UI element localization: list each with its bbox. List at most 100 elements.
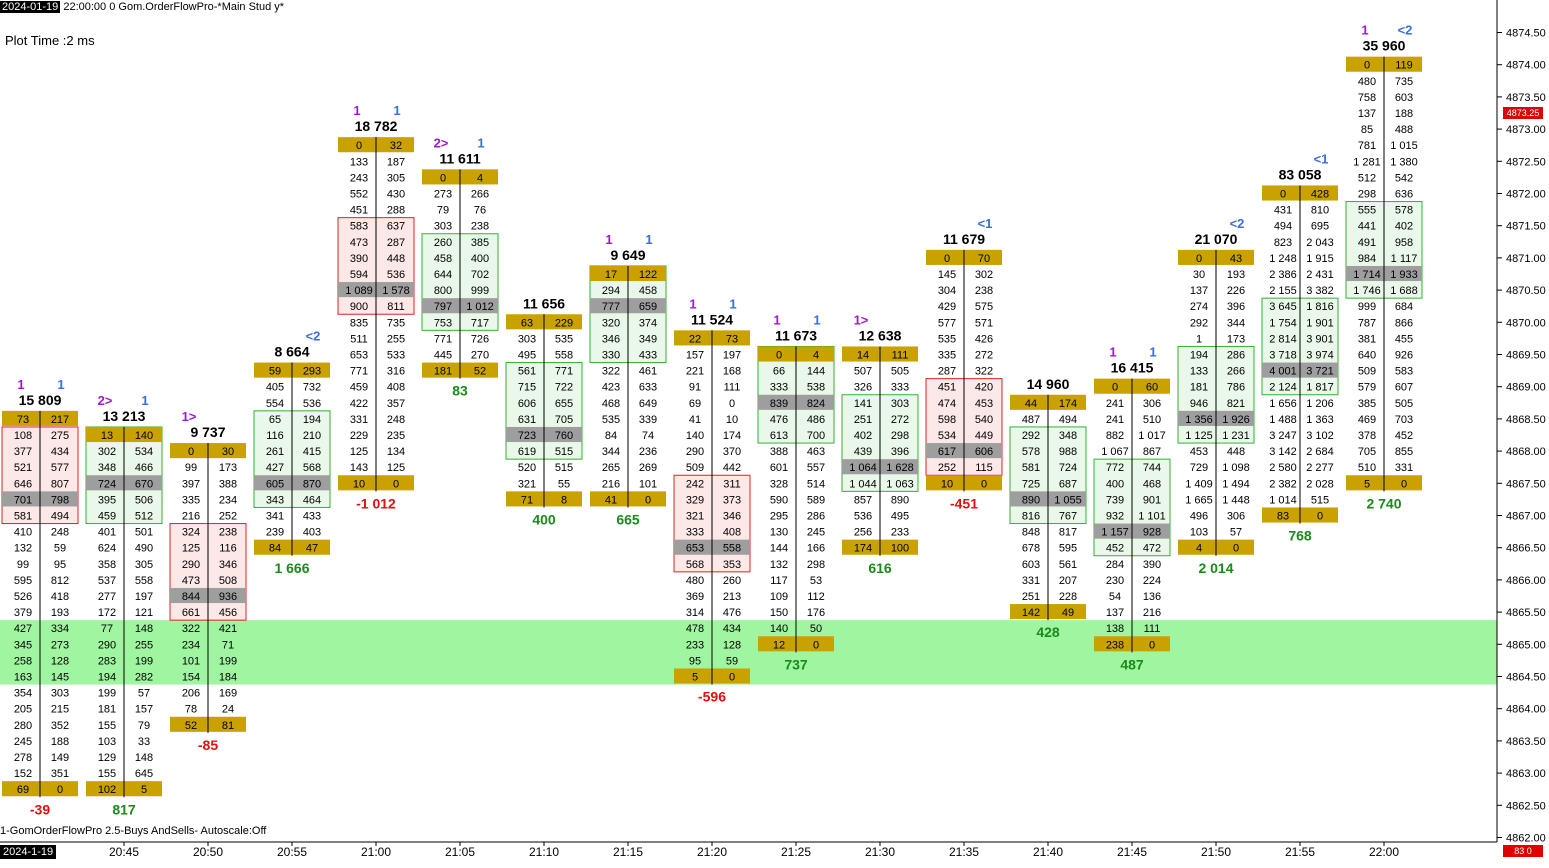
bid-cell: 294: [602, 285, 620, 297]
bid-cell: 555: [1358, 205, 1376, 217]
ask-cell: 1 063: [886, 478, 914, 490]
ask-cell: 2 277: [1306, 462, 1334, 474]
bid-cell: 3 645: [1269, 301, 1297, 313]
ask-cell: 216: [1143, 607, 1161, 619]
bid-cell: 512: [1358, 172, 1376, 184]
time-axis-label: 21:00: [361, 845, 391, 859]
bid-cell: 12: [773, 639, 785, 651]
ask-cell: 449: [975, 430, 993, 442]
ask-cell: 403: [303, 527, 321, 539]
bid-cell: 495: [518, 350, 536, 362]
price-axis-label: 4869.00: [1506, 382, 1546, 394]
ask-cell: 926: [1395, 350, 1413, 362]
bid-cell: 333: [686, 527, 704, 539]
bar-delta: -451: [950, 495, 978, 511]
bid-cell: 280: [14, 720, 32, 732]
bid-cell: 1 014: [1269, 494, 1297, 506]
bid-cell: 405: [266, 382, 284, 394]
ask-cell: 418: [51, 591, 69, 603]
bid-cell: 346: [602, 333, 620, 345]
bid-cell: 181: [1190, 382, 1208, 394]
ask-cell: 144: [807, 366, 825, 378]
ask-cell: 95: [54, 559, 66, 571]
bar-delta: 400: [532, 511, 556, 527]
bid-cell: 343: [266, 494, 284, 506]
ask-cell: 494: [51, 511, 69, 523]
bid-cell: 326: [854, 382, 872, 394]
ask-cell: 1 055: [1054, 494, 1082, 506]
bid-cell: 431: [1274, 205, 1292, 217]
ask-cell: 571: [975, 317, 993, 329]
price-axis-label: 4869.50: [1506, 350, 1546, 362]
bid-cell: 320: [602, 317, 620, 329]
bid-cell: 10: [941, 478, 953, 490]
ask-cell: 193: [51, 607, 69, 619]
ask-cell: 176: [807, 607, 825, 619]
ask-cell: 0: [1233, 543, 1239, 555]
ask-cell: 215: [51, 704, 69, 716]
bid-cell: 797: [434, 301, 452, 313]
ask-cell: 115: [975, 462, 993, 474]
ask-cell: 703: [1395, 414, 1413, 426]
ask-cell: 1 688: [1390, 285, 1418, 297]
bid-cell: 221: [686, 366, 704, 378]
time-axis-label: 21:45: [1117, 845, 1147, 859]
ask-cell: 228: [1059, 591, 1077, 603]
bid-cell: 239: [266, 527, 284, 539]
bid-cell: 0: [944, 253, 950, 265]
ask-cell: 855: [1395, 446, 1413, 458]
ask-cell: 558: [723, 543, 741, 555]
bar-delta: 487: [1120, 656, 1144, 672]
bid-cell: 507: [854, 366, 872, 378]
bottom-price-badge: 83 0: [1503, 845, 1543, 857]
bid-cell: 0: [1364, 60, 1370, 72]
bid-cell: 290: [182, 559, 200, 571]
ask-cell: 207: [1059, 575, 1077, 587]
ask-cell: 461: [639, 366, 657, 378]
bid-cell: 2 814: [1269, 333, 1297, 345]
bar-total-volume: 11 679: [943, 231, 985, 247]
bid-cell: 487: [1022, 414, 1040, 426]
bar-total-volume: 16 415: [1111, 360, 1154, 376]
ask-cell: 81: [222, 720, 234, 732]
ask-cell: 266: [471, 189, 489, 201]
ask-cell: 270: [471, 350, 489, 362]
ask-cell: 269: [639, 462, 657, 474]
bid-cell: 0: [1112, 382, 1118, 394]
ask-cell: 353: [723, 559, 741, 571]
bar-total-volume: 18 782: [355, 118, 398, 134]
bid-cell: 216: [182, 511, 200, 523]
ask-cell: 2 431: [1306, 269, 1334, 281]
price-axis-label: 4866.50: [1506, 543, 1546, 555]
bid-cell: 1 067: [1101, 446, 1129, 458]
ask-cell: 288: [387, 205, 405, 217]
ask-cell: 236: [639, 446, 657, 458]
bid-cell: 321: [518, 478, 536, 490]
bid-cell: 79: [437, 205, 449, 217]
ask-cell: 577: [51, 462, 69, 474]
bid-cell: 354: [14, 688, 32, 700]
bid-cell: 0: [188, 446, 194, 458]
ask-cell: 248: [51, 527, 69, 539]
ask-cell: 57: [1230, 527, 1242, 539]
ask-cell: 1 816: [1306, 301, 1334, 313]
ask-cell: 490: [135, 543, 153, 555]
ask-cell: 238: [975, 285, 993, 297]
bid-cell: 451: [938, 382, 956, 394]
bid-cell: 578: [1022, 446, 1040, 458]
bid-cell: 378: [1358, 430, 1376, 442]
bid-cell: 238: [1106, 639, 1124, 651]
ask-cell: 476: [723, 607, 741, 619]
bid-cell: 427: [14, 623, 32, 635]
ask-cell: 1 901: [1306, 317, 1334, 329]
bid-cell: 292: [1022, 430, 1040, 442]
bid-cell: 130: [770, 527, 788, 539]
bid-cell: 141: [854, 398, 872, 410]
ask-cell: 73: [726, 333, 738, 345]
ask-cell: 0: [57, 784, 63, 796]
ask-cell: 558: [555, 350, 573, 362]
bid-cell: 65: [269, 414, 281, 426]
bid-cell: 77: [101, 623, 113, 635]
bid-cell: 537: [98, 575, 116, 587]
